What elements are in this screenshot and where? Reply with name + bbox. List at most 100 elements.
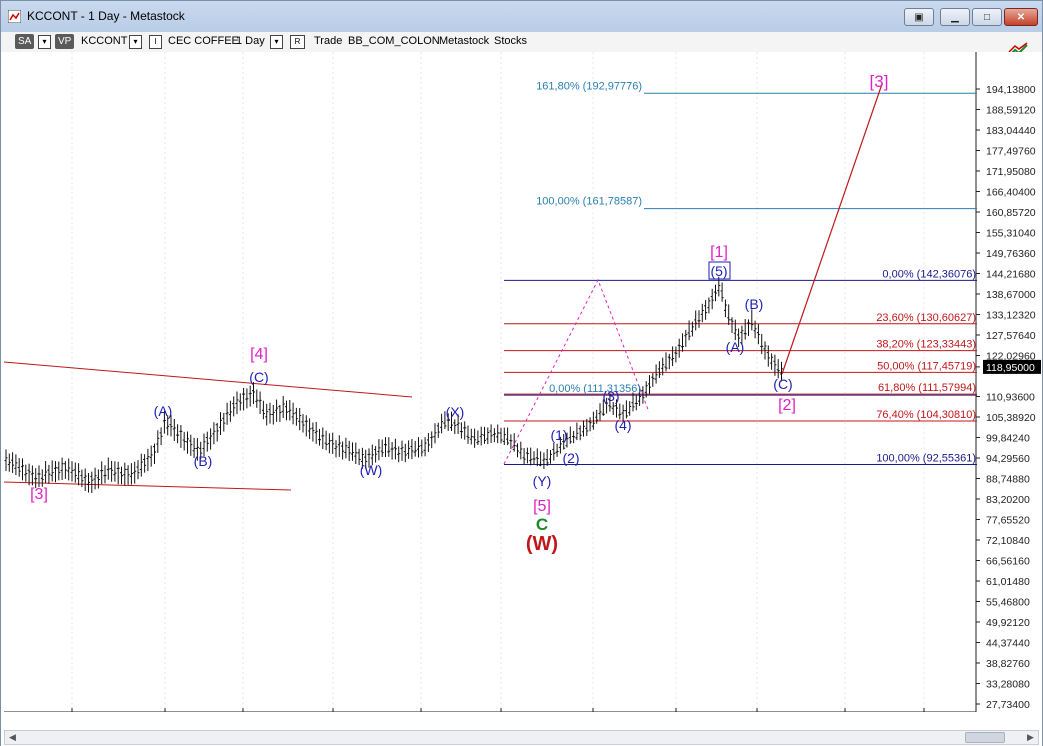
price-bar xyxy=(684,329,688,347)
price-bar xyxy=(44,461,48,484)
code-label: BB_COM_COLON xyxy=(348,35,440,47)
price-bar xyxy=(400,440,404,461)
wave-label-w5: [5] xyxy=(533,498,551,515)
price-bar xyxy=(466,425,470,444)
price-bar xyxy=(430,431,434,449)
price-tick-label: 144,21680 xyxy=(986,269,1036,281)
price-bar xyxy=(747,319,750,336)
price-tick-label: 155,31040 xyxy=(986,228,1036,240)
price-bar xyxy=(116,461,120,485)
price-bar xyxy=(377,439,381,461)
price-tick-label: 138,67000 xyxy=(986,289,1036,301)
price-bar xyxy=(585,418,589,436)
price-bar xyxy=(73,462,77,483)
price-bar xyxy=(417,437,420,458)
trade-label: Trade xyxy=(314,35,343,47)
title-bar[interactable]: KCCONT - 1 Day - Metastock ▣ ▁ □ ✕ xyxy=(1,1,1042,32)
price-bar xyxy=(608,393,612,412)
price-bar xyxy=(707,297,711,314)
wave-label-a-left: (A) xyxy=(154,403,173,419)
layout-icon: ▣ xyxy=(914,11,924,23)
price-bar xyxy=(179,425,183,448)
price-bar xyxy=(773,354,777,376)
price-bar xyxy=(565,432,569,448)
wave-label-w3-small: (3) xyxy=(602,388,619,404)
price-bar xyxy=(714,284,717,302)
period-label[interactable]: 1 Day xyxy=(236,35,265,47)
price-bar xyxy=(690,321,694,337)
price-bar xyxy=(212,422,216,445)
price-bar xyxy=(615,399,618,418)
price-bar xyxy=(704,300,708,320)
price-bar xyxy=(601,399,605,416)
price-tick-label: 83,20200 xyxy=(986,494,1030,506)
price-bar xyxy=(387,437,391,457)
price-bar xyxy=(631,392,635,412)
sa-button[interactable]: SA xyxy=(15,34,35,49)
price-bar xyxy=(126,465,130,485)
symbol-label[interactable]: KCCONT xyxy=(81,35,128,47)
price-bar xyxy=(324,430,328,451)
sa-dropdown[interactable]: ▾ xyxy=(38,35,51,49)
price-bar xyxy=(209,428,213,450)
scroll-right-icon[interactable]: ▶ xyxy=(1027,732,1034,742)
price-bar xyxy=(331,432,335,454)
price-bar xyxy=(311,422,315,442)
price-bar xyxy=(337,435,341,457)
price-bar xyxy=(225,402,229,425)
price-tick-label: 177,49760 xyxy=(986,146,1036,158)
minimize-button[interactable]: ▁ xyxy=(940,8,970,26)
price-chart[interactable]: 161,80% (192,97776) 100,00% (161,78587) 0,… xyxy=(3,52,1041,727)
maximize-button[interactable]: □ xyxy=(972,8,1002,26)
price-bar xyxy=(413,440,417,457)
price-bar xyxy=(60,457,64,480)
price-bar xyxy=(30,465,34,486)
price-bar xyxy=(648,375,651,395)
price-tick-label: 105,38920 xyxy=(986,412,1036,424)
horizontal-scrollbar[interactable]: ◀ ▶ xyxy=(4,730,1039,745)
price-bar xyxy=(496,424,500,444)
chevron-down-icon: ▾ xyxy=(42,37,47,46)
wave-label-w1-big: [1] xyxy=(710,244,728,261)
vp-button[interactable]: VP xyxy=(55,34,75,49)
price-bar xyxy=(195,438,199,461)
wave-label-c-left: (C) xyxy=(249,369,268,385)
price-bar xyxy=(245,388,249,409)
close-button[interactable]: ✕ xyxy=(1004,8,1038,26)
price-bar xyxy=(327,433,331,454)
price-bar xyxy=(459,422,463,439)
fib-extension-label: 161,80% (192,97776) xyxy=(536,80,642,92)
price-bar xyxy=(661,357,665,376)
price-bar xyxy=(756,323,760,345)
i-button[interactable]: I xyxy=(149,35,162,49)
price-bar xyxy=(232,396,236,417)
price-bar xyxy=(278,404,282,422)
price-bar xyxy=(674,346,678,363)
price-bar xyxy=(219,412,222,435)
price-bar xyxy=(67,458,71,481)
symbol-dropdown[interactable]: ▾ xyxy=(129,35,142,49)
chart-area[interactable]: 161,80% (192,97776) 100,00% (161,78587) 0,… xyxy=(3,52,1041,727)
fib-retracement-label: 61,80% (111,57994) xyxy=(878,382,976,394)
wave-label-w4: [4] xyxy=(250,346,268,363)
wave-label-x-label: (X) xyxy=(446,404,465,420)
price-bar xyxy=(291,402,295,425)
price-bar xyxy=(374,446,378,463)
kind-label: Stocks xyxy=(494,35,528,47)
maximize-icon: □ xyxy=(983,11,991,23)
price-bar xyxy=(743,319,747,340)
restore-layout-button[interactable]: ▣ xyxy=(904,8,934,26)
price-bar xyxy=(100,461,104,485)
price-bar xyxy=(235,391,239,415)
price-bar xyxy=(205,431,209,452)
period-dropdown[interactable]: ▾ xyxy=(270,35,283,49)
price-bar xyxy=(133,461,137,484)
r-button[interactable]: R xyxy=(290,35,305,49)
price-bar xyxy=(123,462,127,486)
scroll-left-icon[interactable]: ◀ xyxy=(9,732,16,742)
price-bar xyxy=(54,461,57,483)
price-bar xyxy=(47,464,51,484)
chart-background xyxy=(4,52,1041,712)
scroll-thumb[interactable] xyxy=(965,732,1005,743)
